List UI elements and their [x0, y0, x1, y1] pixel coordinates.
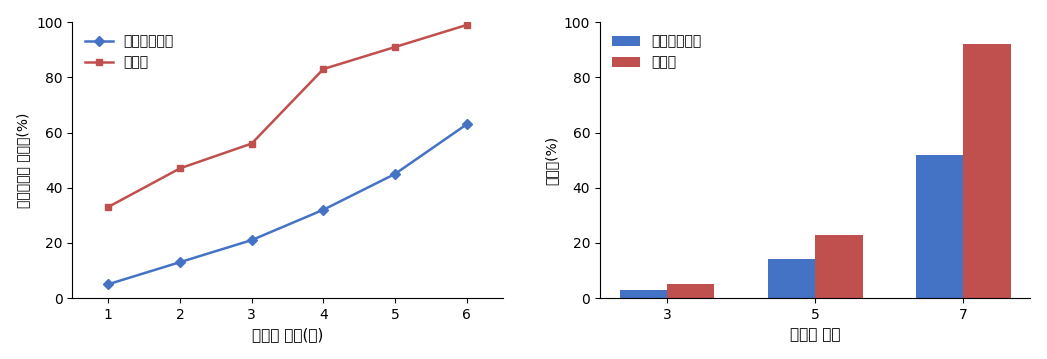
Bar — [916, 155, 963, 298]
Bar — [816, 234, 863, 298]
Legend: 신선도유지제, 무처리: 신선도유지제, 무처리 — [80, 29, 179, 75]
Line: 무처리: 무처리 — [105, 22, 470, 210]
X-axis label: 처리후 일수(일): 처리후 일수(일) — [252, 327, 324, 342]
무처리 — [245, 141, 258, 146]
Line: 신선도유지제: 신선도유지제 — [105, 121, 470, 288]
Y-axis label: 무르익음상 발생률(%): 무르익음상 발생률(%) — [17, 112, 30, 208]
신선도유지제 — [245, 238, 258, 242]
무처리 — [102, 205, 114, 209]
신선도유지제 — [102, 282, 114, 286]
Bar — [620, 290, 667, 298]
Bar — [963, 44, 1010, 298]
신선도유지제 — [388, 172, 401, 176]
무처리 — [174, 166, 186, 171]
무처리 — [317, 67, 330, 71]
신선도유지제 — [174, 260, 186, 264]
X-axis label: 처리후 일수: 처리후 일수 — [789, 327, 841, 342]
Legend: 신선도유지제, 무처리: 신선도유지제, 무처리 — [607, 29, 707, 75]
신선도유지제 — [461, 122, 473, 126]
무처리 — [461, 23, 473, 27]
무처리 — [388, 45, 401, 49]
Bar — [767, 260, 816, 298]
신선도유지제 — [317, 208, 330, 212]
Y-axis label: 부패율(%): 부패율(%) — [544, 136, 558, 185]
Bar — [667, 284, 714, 298]
